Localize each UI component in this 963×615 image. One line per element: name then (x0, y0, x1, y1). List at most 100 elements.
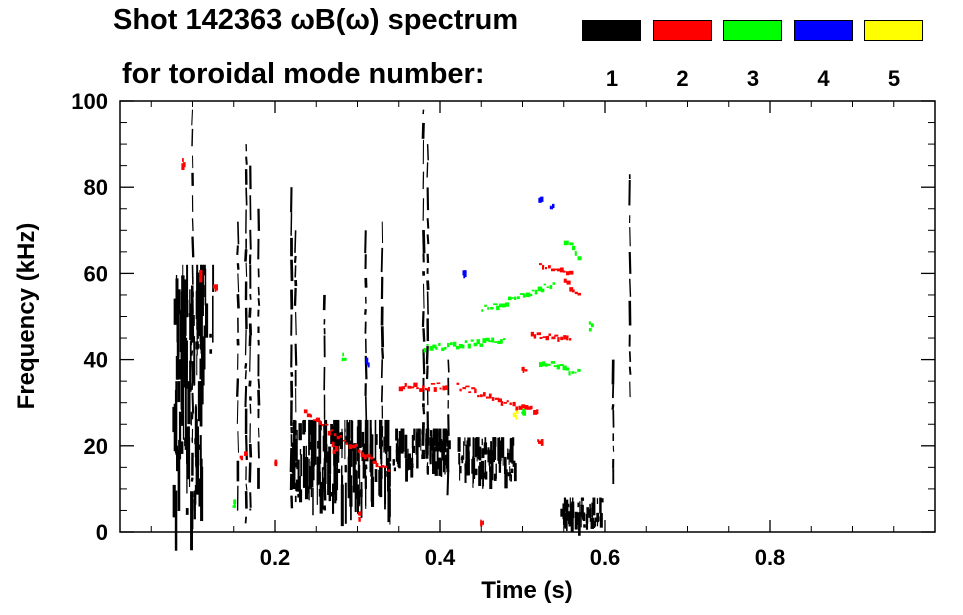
spectrum-streak (447, 359, 450, 373)
spectrum-patch (577, 502, 580, 508)
spectrum-patch (346, 419, 349, 437)
spectrum-patch (337, 468, 341, 474)
spectrum-streak (294, 343, 298, 366)
spectrum-patch (396, 438, 399, 463)
spectrum-patch (580, 497, 585, 501)
legend-label-mode-1: 1 (605, 66, 619, 91)
spectrum-streak (191, 361, 195, 377)
spectrum-patch (176, 445, 179, 472)
spectrum-patch (297, 493, 300, 498)
spectrum-patch (499, 440, 503, 452)
spectrum-patch (186, 427, 189, 464)
spectrum-patch (190, 491, 194, 551)
spectrum-patch (510, 468, 514, 474)
mode-ridge-point (426, 344, 429, 346)
mode-ridge-point (436, 382, 441, 385)
spectrum-patch (195, 404, 197, 412)
mode-ridge-point (562, 365, 567, 371)
spectrum-patch (184, 437, 186, 447)
mode-spot (232, 505, 236, 508)
spectrum-streak (425, 346, 429, 365)
spectrum-patch (297, 459, 300, 492)
mode-ridge-point (577, 368, 581, 372)
mode-ridge-point (488, 393, 492, 399)
spectrum-patch (445, 454, 449, 466)
mode-spot (214, 284, 218, 291)
spectrum-patch (198, 444, 201, 450)
spectrum-patch (582, 512, 586, 522)
spectrum-patch (328, 446, 332, 475)
spectrum-patch (183, 303, 187, 349)
spectrum-streak (380, 359, 384, 379)
spectrum-streak (244, 370, 247, 380)
y-tick-label: 40 (84, 348, 108, 373)
spectrum-patch (487, 447, 490, 463)
spectrum-patch (199, 305, 203, 328)
mode-spot (537, 439, 540, 443)
spectrum-streak (422, 328, 426, 342)
spectrum-patch (484, 471, 488, 480)
spectrum-streak (293, 255, 297, 263)
mode-ridge-point (360, 452, 365, 458)
spectrum-streak (611, 404, 615, 410)
mode-spot (482, 520, 484, 525)
mode-ridge-point (465, 385, 470, 388)
mode-spot (588, 328, 592, 332)
spectrum-streak (244, 329, 247, 356)
spectrum-streak (628, 251, 632, 274)
spectrum-patch (322, 435, 326, 452)
mode-ridge-point (557, 337, 560, 342)
mode-ridge-point (441, 347, 445, 352)
mode-ridge-point (471, 387, 476, 390)
mode-ridge-point (536, 409, 539, 414)
legend-swatch-mode-5 (864, 20, 923, 41)
spectrum-patch (374, 419, 377, 463)
mode-ridge-point (516, 296, 520, 300)
spectrum-patch (511, 452, 513, 464)
spectrum-patch (436, 447, 439, 470)
spectrum-patch (200, 334, 202, 354)
mode-ridge-point (381, 465, 385, 468)
spectrum-streak (237, 431, 240, 453)
spectrum-patch (575, 518, 578, 523)
spectrum-patch (392, 459, 394, 466)
spectrum-streak (244, 249, 248, 262)
spectrum-patch (308, 458, 310, 501)
mode-ridge-point (522, 293, 526, 298)
mode-ridge-point (433, 387, 437, 392)
mode-ridge-point (372, 460, 377, 464)
spectrum-patch (175, 274, 178, 286)
spectrum-streak (257, 389, 261, 406)
spectrum-patch (493, 473, 497, 481)
mode-ridge-point (345, 442, 348, 445)
spectrum-patch (589, 508, 592, 522)
mode-spot (357, 511, 360, 516)
spectrum-streak (191, 109, 194, 126)
mode-ridge-point (312, 419, 317, 422)
mode-ridge-point (493, 303, 498, 306)
mode-ridge-point (339, 435, 343, 438)
spectrum-patch (181, 275, 185, 313)
spectrum-streak (323, 447, 327, 453)
mode-ridge-point (533, 409, 538, 415)
spectrum-patch (331, 483, 335, 514)
x-tick-label: 0.2 (260, 545, 291, 570)
mode-ridge-point (438, 342, 441, 347)
spectrum-patch (365, 428, 369, 460)
mode-ridge-point (571, 371, 575, 374)
spectrum-patch (200, 264, 204, 317)
spectrum-patch (413, 428, 415, 441)
spectrum-patch (401, 428, 405, 452)
spectrum-patch (181, 345, 183, 396)
mode-ridge-point (566, 335, 569, 341)
spectrum-patch (482, 468, 484, 489)
spectrum-patch (341, 465, 343, 493)
spectrum-patch (357, 490, 361, 505)
mode-ridge-point (427, 387, 430, 392)
spectrum-patch (560, 508, 564, 517)
spectrum-patch (344, 464, 347, 473)
mode-spot (358, 517, 361, 522)
mode-ridge-point (524, 405, 529, 410)
mode-ridge-point (542, 264, 545, 270)
